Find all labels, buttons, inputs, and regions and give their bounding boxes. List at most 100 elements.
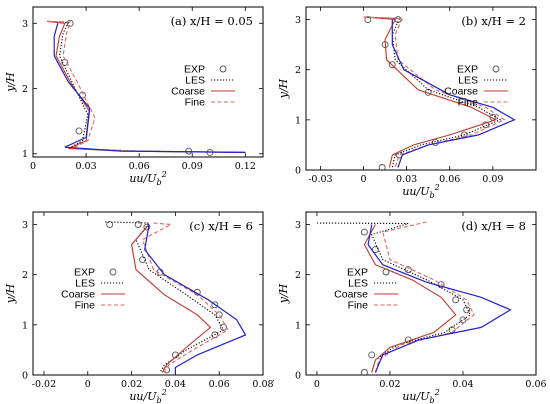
- exp-marker: [368, 351, 376, 359]
- legend-label: LES: [348, 278, 368, 290]
- x-tick-label: 0.08: [252, 379, 273, 390]
- x-tick-label: 0.09: [482, 174, 503, 185]
- exp-marker: [143, 223, 151, 231]
- series-line-solid: [131, 224, 212, 373]
- exp-marker: [378, 164, 386, 171]
- series-line-dotted: [47, 20, 246, 153]
- y-tick-label: 1: [22, 149, 28, 160]
- legend-label: Coarse: [171, 86, 205, 98]
- y-axis-label: y/H: [4, 72, 17, 93]
- exp-marker: [364, 16, 372, 23]
- y-tick-label: 0: [295, 166, 301, 177]
- exp-marker: [106, 221, 114, 228]
- series-line-dotted: [363, 16, 502, 168]
- series-line-dotted: [316, 222, 472, 373]
- y-axis-label: y/H: [4, 283, 17, 304]
- exp-marker: [360, 369, 368, 376]
- exp-marker: [404, 266, 412, 274]
- x-tick-label: 0.06: [525, 379, 546, 390]
- exp-marker: [452, 296, 460, 304]
- exp-marker: [139, 256, 146, 264]
- legend-label: LES: [458, 75, 478, 87]
- y-tick-label: 3: [295, 15, 301, 26]
- exp-marker: [211, 301, 219, 309]
- series-line-blue: [391, 19, 516, 168]
- series-line-blue: [144, 224, 247, 374]
- footnote-dot: .: [272, 373, 275, 384]
- series-line-solid: [363, 224, 457, 373]
- exp-marker: [134, 221, 142, 228]
- x-tick-label: 0.02: [379, 379, 400, 390]
- legend-marker: [382, 268, 390, 276]
- y-tick-label: 1: [295, 320, 301, 331]
- x-axis-label: uu/Ub2: [402, 183, 439, 200]
- y-tick-label: 3: [22, 19, 28, 30]
- legend-label: LES: [185, 75, 205, 87]
- chart-panel-4: 0 0.02 0.04 0.06 0 1 2 3 uu/Ub2 y/H (d) x/H = 8 EXP…: [277, 211, 547, 404]
- x-tick-label: -0.02: [32, 379, 56, 390]
- legend-label: LES: [75, 278, 95, 290]
- series-line-blue: [53, 23, 246, 153]
- y-tick-label: 2: [22, 84, 28, 95]
- series-line-blue: [367, 224, 512, 373]
- plot-frame: [32, 6, 264, 158]
- x-tick-label: 0.12: [235, 161, 256, 172]
- legend-marker: [219, 65, 227, 73]
- exp-marker: [211, 331, 219, 339]
- legend-label: Fine: [458, 97, 479, 109]
- x-tick-label: 0.03: [75, 161, 96, 172]
- y-tick-label: 2: [295, 65, 301, 76]
- legend-label: Coarse: [61, 289, 95, 301]
- exp-marker: [185, 147, 193, 155]
- chart-title: (d) x/H = 8: [461, 219, 526, 233]
- x-tick-label: -0.03: [308, 174, 332, 185]
- x-tick-label: 0.09: [182, 161, 203, 172]
- series-line-solid: [363, 16, 498, 168]
- y-tick-label: 0: [295, 371, 301, 382]
- plot-frame: [32, 211, 264, 376]
- series-line-dashed: [141, 222, 229, 373]
- x-tick-label: 0.04: [165, 379, 186, 390]
- chart-title: (b) x/H = 2: [461, 14, 526, 28]
- y-tick-label: 0: [22, 371, 28, 382]
- exp-marker: [388, 61, 396, 69]
- series-line-dashed: [374, 221, 475, 373]
- x-axis-label: uu/Ub2: [129, 388, 166, 404]
- chart-panel-2: -0.03 0 0.03 0.06 0.09 0 1 2 3 uu/Ub2 y/H (b) x/H =…: [277, 6, 537, 200]
- legend-label: EXP: [347, 267, 368, 279]
- y-axis-label: y/H: [277, 78, 290, 99]
- x-tick-label: 0.06: [439, 174, 460, 185]
- x-tick-label: 0.02: [121, 379, 142, 390]
- legend-label: Fine: [348, 300, 369, 312]
- x-tick-label: 0: [360, 174, 366, 185]
- y-tick-label: 1: [295, 115, 301, 126]
- x-tick-label: 0: [30, 161, 36, 172]
- x-tick-label: 0.03: [396, 174, 417, 185]
- legend-label: EXP: [457, 64, 478, 76]
- x-tick-label: 0.06: [209, 379, 230, 390]
- x-tick-label: 0: [85, 379, 91, 390]
- plot-frame: [305, 6, 537, 171]
- y-tick-label: 3: [295, 220, 301, 231]
- exp-marker: [75, 127, 83, 135]
- exp-marker: [66, 19, 74, 27]
- chart-title: (a) x/H = 0.05: [171, 14, 253, 28]
- exp-marker: [437, 281, 445, 289]
- x-tick-label: 0.06: [129, 161, 150, 172]
- chart-title: (c) x/H = 6: [189, 219, 253, 233]
- chart-panel-3: -0.02 0 0.02 0.04 0.06 0.08 0 1 2 3 uu/Ub2 y/H (c) x…: [4, 211, 274, 404]
- y-axis-label: y/H: [277, 283, 290, 304]
- legend-label: Fine: [75, 300, 96, 312]
- legend-label: Coarse: [444, 86, 478, 98]
- exp-marker: [360, 228, 368, 236]
- y-tick-label: 2: [22, 270, 28, 281]
- legend-marker: [109, 268, 117, 276]
- x-axis-label: uu/Ub2: [129, 170, 166, 187]
- y-tick-label: 2: [295, 270, 301, 281]
- plot-frame: [305, 211, 537, 376]
- exp-marker: [215, 311, 223, 319]
- exp-marker: [463, 306, 471, 314]
- legend-label: EXP: [74, 267, 95, 279]
- legend-marker: [492, 65, 500, 73]
